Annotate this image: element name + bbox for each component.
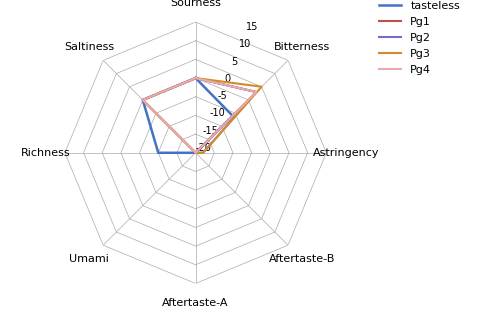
Pg2 [253, 90, 259, 94]
Line: Pg3: Pg3 [142, 78, 261, 153]
Legend: tasteless, Pg1, Pg2, Pg3, Pg4: tasteless, Pg1, Pg2, Pg3, Pg4 [374, 0, 464, 80]
tasteless [192, 76, 198, 80]
Line: tasteless: tasteless [142, 78, 232, 153]
Pg3 [192, 76, 198, 80]
Pg2 [192, 151, 198, 155]
tasteless [192, 151, 198, 155]
Line: Pg4: Pg4 [142, 78, 256, 153]
Pg4 [192, 151, 198, 155]
tasteless [192, 76, 198, 80]
Pg3 [192, 151, 198, 155]
Pg2 [140, 98, 145, 102]
tasteless [140, 98, 145, 102]
tasteless [229, 114, 235, 118]
Pg4 [253, 90, 259, 94]
Line: Pg2: Pg2 [142, 78, 256, 153]
Pg1 [253, 90, 259, 94]
Pg2 [192, 151, 198, 155]
Pg2 [192, 76, 198, 80]
Pg3 [192, 76, 198, 80]
Pg1 [192, 151, 198, 155]
Pg1 [140, 98, 145, 102]
Pg4 [192, 151, 198, 155]
Pg4 [192, 151, 198, 155]
Pg3 [192, 151, 198, 155]
Pg1 [192, 151, 198, 155]
Pg1 [192, 76, 198, 80]
Pg2 [200, 151, 205, 155]
tasteless [192, 151, 198, 155]
Pg4 [192, 151, 198, 155]
Pg1 [192, 151, 198, 155]
Pg3 [140, 98, 145, 102]
tasteless [155, 151, 161, 155]
Pg1 [192, 151, 198, 155]
Pg1 [192, 151, 198, 155]
Pg3 [200, 151, 205, 155]
Pg4 [192, 76, 198, 80]
Pg2 [192, 76, 198, 80]
Pg3 [258, 85, 264, 89]
Pg3 [192, 151, 198, 155]
Pg2 [192, 151, 198, 155]
Pg4 [192, 76, 198, 80]
Pg3 [192, 151, 198, 155]
Line: Pg1: Pg1 [142, 78, 256, 153]
Pg2 [192, 151, 198, 155]
Pg4 [192, 151, 198, 155]
Pg4 [140, 98, 145, 102]
tasteless [192, 151, 198, 155]
Pg1 [192, 76, 198, 80]
tasteless [192, 151, 198, 155]
